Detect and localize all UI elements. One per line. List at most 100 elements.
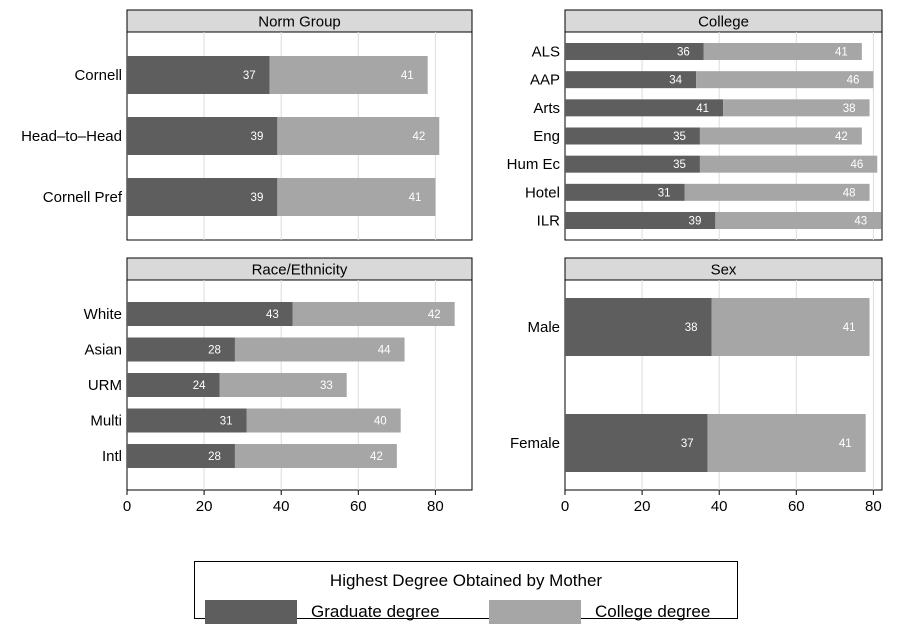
- data-label: 35: [673, 131, 686, 143]
- x-tick-label: 40: [711, 498, 728, 515]
- bar-college: [219, 373, 347, 397]
- data-label: 39: [689, 216, 702, 228]
- data-label: 41: [843, 322, 856, 334]
- data-label: 24: [193, 380, 206, 392]
- data-label: 42: [412, 131, 425, 143]
- category-label: Hotel: [525, 184, 560, 201]
- category-label: Cornell: [74, 67, 122, 84]
- bar-graduate: [565, 414, 708, 472]
- bar-graduate: [127, 337, 235, 362]
- x-tick-label: 0: [561, 498, 569, 515]
- data-label: 35: [673, 159, 686, 171]
- bar-college: [234, 337, 405, 362]
- bar-college: [234, 444, 397, 468]
- legend-item-graduate: Graduate degree: [205, 599, 440, 625]
- category-label: ALS: [532, 44, 560, 61]
- x-tick-label: 80: [427, 498, 444, 515]
- legend-swatch-graduate: [205, 600, 297, 624]
- bar-graduate: [127, 117, 278, 155]
- bar-college: [696, 71, 874, 89]
- data-label: 37: [681, 438, 694, 450]
- data-label: 39: [251, 131, 264, 143]
- data-label: 39: [251, 192, 264, 204]
- data-label: 34: [669, 75, 682, 87]
- data-label: 31: [220, 416, 233, 428]
- bar-graduate: [127, 178, 278, 216]
- bar-graduate: [127, 373, 220, 397]
- bar-college: [707, 414, 866, 472]
- legend-label-graduate: Graduate degree: [311, 602, 440, 621]
- panel-title: Race/Ethnicity: [252, 262, 348, 279]
- bar-graduate: [127, 408, 247, 433]
- data-label: 43: [266, 309, 279, 321]
- bar-graduate: [565, 155, 700, 173]
- category-label: URM: [88, 377, 122, 394]
- data-label: 40: [374, 416, 387, 428]
- data-label: 31: [658, 187, 671, 199]
- x-tick-label: 40: [273, 498, 290, 515]
- bar-graduate: [565, 43, 704, 60]
- data-label: 42: [370, 451, 383, 463]
- category-label: Eng: [533, 128, 560, 145]
- bar-college: [703, 43, 862, 60]
- data-label: 43: [854, 216, 867, 228]
- data-label: 38: [843, 103, 856, 115]
- category-label: Head–to–Head: [21, 128, 122, 145]
- bar-college: [277, 178, 436, 216]
- legend-swatch-college: [489, 600, 581, 624]
- data-label: 46: [850, 159, 863, 171]
- category-label: Intl: [102, 448, 122, 465]
- legend-label-college: College degree: [595, 602, 711, 621]
- faceted-stacked-bar-chart: Norm Group 37 41 Cornell 39 42 Head–to–Head 39 4…: [21, 9, 883, 515]
- data-label: 41: [835, 47, 848, 59]
- legend-item-college: College degree: [489, 599, 710, 625]
- data-label: 48: [843, 187, 856, 199]
- data-label: 36: [677, 47, 690, 59]
- category-label: White: [84, 306, 122, 323]
- bar-graduate: [565, 212, 716, 229]
- bar-graduate: [127, 302, 293, 326]
- data-label: 41: [409, 192, 422, 204]
- x-tick-label: 20: [196, 498, 213, 515]
- panel-college: College 36 41 ALS 34 46 AAP 41 38 Arts 35 42 Eng 35 46…: [507, 9, 883, 241]
- bar-college: [277, 117, 440, 155]
- panel-title: College: [698, 14, 749, 31]
- legend-title: Highest Degree Obtained by Mother: [329, 571, 603, 590]
- bar-college: [715, 212, 882, 229]
- panel-sex: Sex 38 41 Male 37 41 Female 0 20 40 60 80: [510, 257, 883, 515]
- data-label: 42: [428, 309, 441, 321]
- data-label: 44: [378, 345, 391, 357]
- x-tick-label: 60: [788, 498, 805, 515]
- bar-graduate: [565, 183, 685, 201]
- x-tick-label: 20: [634, 498, 651, 515]
- data-label: 46: [847, 75, 860, 87]
- data-label: 33: [320, 380, 333, 392]
- panel-norm-group: Norm Group 37 41 Cornell 39 42 Head–to–Head 39 4…: [21, 9, 473, 241]
- bar-college: [684, 183, 870, 201]
- bar-graduate: [565, 71, 697, 89]
- x-tick-label: 80: [865, 498, 882, 515]
- data-label: 38: [685, 322, 698, 334]
- category-label: Cornell Pref: [43, 189, 123, 206]
- x-tick-label: 60: [350, 498, 367, 515]
- bar-graduate: [127, 56, 270, 94]
- bar-college: [723, 99, 870, 117]
- category-label: AAP: [530, 72, 560, 89]
- category-label: Arts: [533, 100, 560, 117]
- category-label: ILR: [537, 213, 561, 230]
- legend: Highest Degree Obtained by Mother Gradua…: [194, 561, 738, 624]
- bar-college: [699, 155, 878, 173]
- data-label: 41: [839, 438, 852, 450]
- panel-title: Sex: [711, 262, 737, 279]
- panel-race-ethnicity: Race/Ethnicity 43 42 White 28 44 Asian 24 33 URM 3…: [84, 257, 473, 515]
- bar-college: [699, 127, 862, 145]
- category-label: Female: [510, 435, 560, 452]
- category-label: Asian: [84, 342, 122, 359]
- bar-graduate: [565, 127, 700, 145]
- panel-title: Norm Group: [258, 14, 341, 31]
- data-label: 41: [696, 103, 709, 115]
- data-label: 28: [208, 345, 221, 357]
- data-label: 28: [208, 451, 221, 463]
- bar-college: [246, 408, 401, 433]
- x-tick-label: 0: [123, 498, 131, 515]
